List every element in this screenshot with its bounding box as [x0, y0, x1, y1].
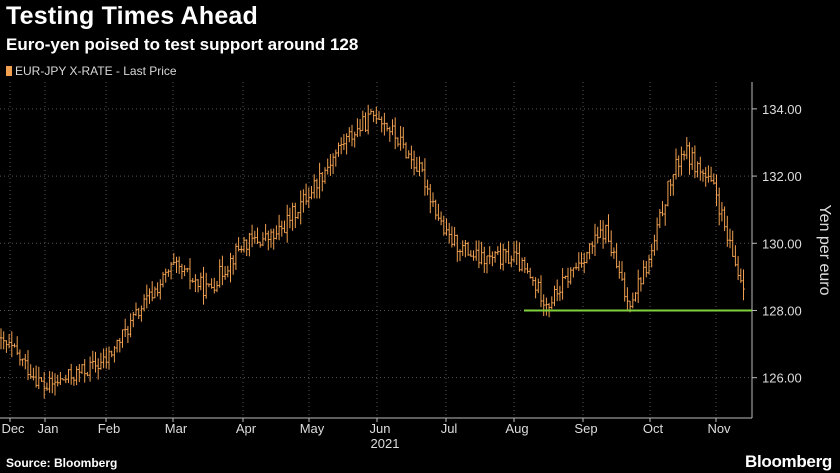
x-tick-label: Sep: [574, 421, 597, 436]
x-tick-label: Apr: [236, 421, 257, 436]
x-tick-label: Feb: [98, 421, 120, 436]
bloomberg-logo: Bloomberg: [744, 452, 832, 471]
x-tick-label: Dec: [1, 421, 25, 436]
y-tick-label: 134.00: [762, 102, 802, 117]
chart-subtitle: Euro-yen poised to test support around 1…: [6, 35, 359, 54]
y-tick-label: 126.00: [762, 371, 802, 386]
x-tick-label: Aug: [505, 421, 528, 436]
legend: EUR-JPY X-RATE - Last Price: [6, 64, 177, 78]
x-year-label: 2021: [371, 436, 400, 451]
y-axis-title: Yen per euro: [816, 204, 833, 295]
y-tick-label: 130.00: [762, 236, 802, 251]
y-tick-label: 132.00: [762, 169, 802, 184]
chart-title: Testing Times Ahead: [6, 2, 259, 30]
x-tick-label: Jul: [441, 421, 458, 436]
x-tick-label: Oct: [643, 421, 664, 436]
legend-swatch: [6, 66, 12, 76]
x-tick-label: Jun: [370, 421, 391, 436]
x-tick-label: Nov: [707, 421, 731, 436]
source-note: Source: Bloomberg: [6, 456, 118, 470]
legend-label: EUR-JPY X-RATE - Last Price: [15, 64, 177, 78]
x-tick-label: May: [300, 421, 325, 436]
x-tick-label: Jan: [38, 421, 59, 436]
y-tick-label: 128.00: [762, 303, 802, 318]
x-tick-label: Mar: [165, 421, 188, 436]
